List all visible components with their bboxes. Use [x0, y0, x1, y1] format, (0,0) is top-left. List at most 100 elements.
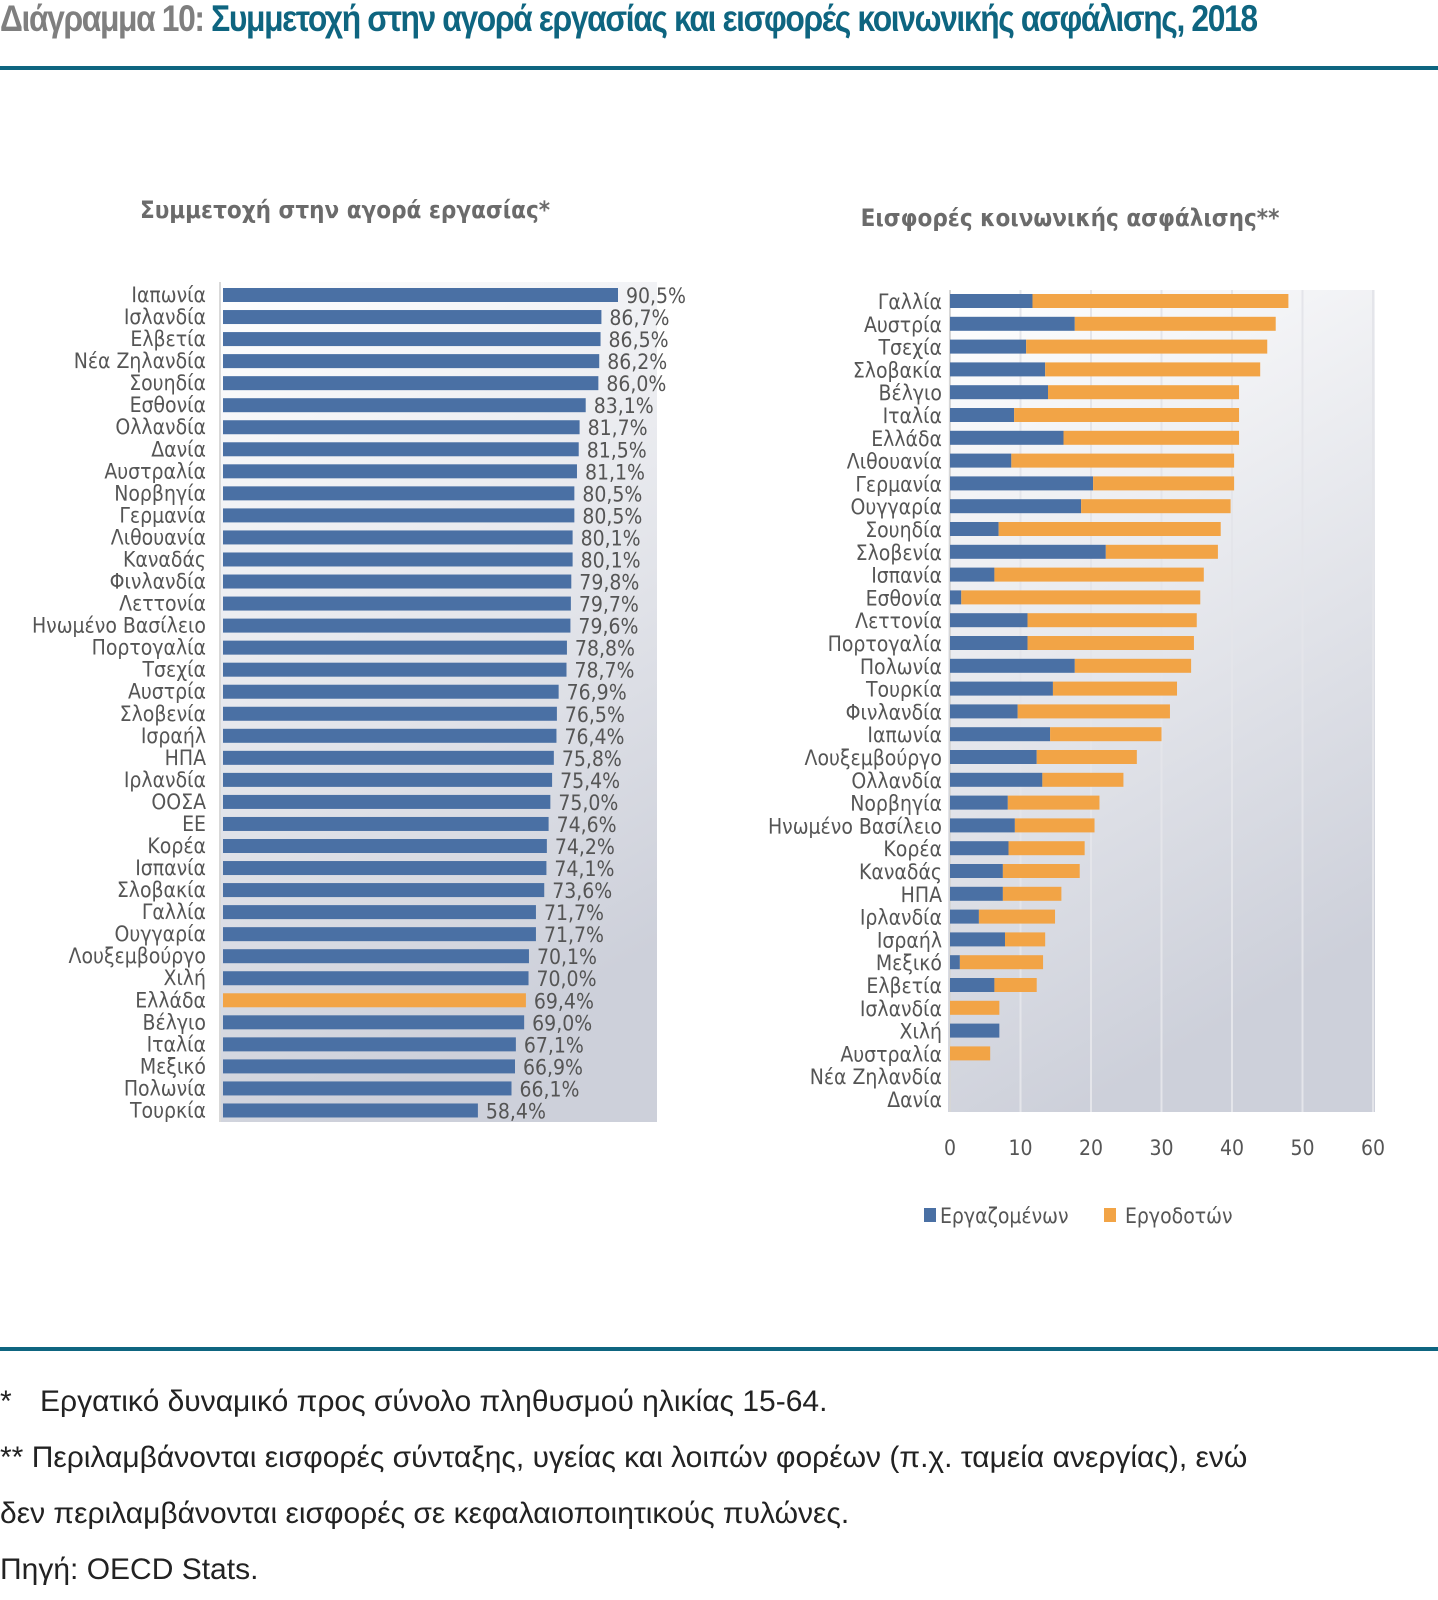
bar — [223, 574, 572, 589]
data-label: 81,1% — [585, 460, 645, 484]
x-tick-label: 10 — [1008, 1136, 1032, 1160]
category-label: Σουηδία — [865, 518, 942, 542]
bar-segment-employees — [950, 1023, 1000, 1038]
category-label: Αυστρία — [128, 680, 206, 704]
bar-segment-employees — [950, 932, 1005, 947]
category-label: Πολωνία — [124, 1076, 206, 1100]
bar-segment-employees — [950, 316, 1075, 331]
bar — [223, 949, 529, 964]
bar-segment-employers — [1045, 362, 1261, 377]
category-label: Ισπανία — [135, 856, 206, 880]
category-label: Δανία — [151, 437, 206, 461]
data-label: 80,5% — [582, 482, 642, 506]
bar-segment-employers — [950, 1000, 1000, 1015]
x-tick-label: 0 — [944, 1136, 956, 1160]
category-label: Ελβετία — [866, 974, 942, 998]
bar-segment-employers — [1074, 658, 1192, 673]
bar-segment-employees — [950, 818, 1015, 833]
bar — [223, 706, 557, 721]
category-label: Πολωνία — [860, 655, 942, 679]
footnote-1-text: Εργατικό δυναμικό προς σύνολο πληθυσμού … — [40, 1385, 828, 1418]
data-label: 86,0% — [606, 372, 666, 396]
bar-segment-employers — [1050, 727, 1162, 742]
bar-segment-employees — [950, 886, 1003, 901]
bar-segment-employees — [950, 841, 1009, 856]
data-label: 90,5% — [626, 284, 686, 308]
bar-segment-employees — [950, 636, 1028, 650]
category-label: Ισλανδία — [124, 305, 206, 329]
category-label: Νέα Ζηλανδία — [810, 1065, 942, 1089]
figure-number: Διάγραμμα 10: — [0, 0, 205, 39]
bar-segment-employees — [950, 978, 995, 992]
bar — [223, 420, 580, 435]
data-label: 69,4% — [534, 989, 594, 1013]
category-label: Ουγγαρία — [115, 922, 206, 946]
bar — [223, 927, 536, 942]
bar-segment-employers — [1105, 544, 1218, 559]
top-divider — [0, 66, 1438, 70]
category-label: Ολλανδία — [115, 415, 206, 439]
category-label: ΗΠΑ — [165, 746, 206, 770]
bar — [223, 640, 567, 655]
category-label: Μεξικό — [140, 1054, 206, 1078]
category-label: Αυστραλία — [104, 459, 206, 483]
source-note: Πηγή: OECD Stats. — [0, 1553, 259, 1586]
social-contributions-chart: 0 10 20 30 40 50 60 Εισφορές κοινωνικής ασφάλισ… — [768, 204, 1385, 1228]
category-label: Βέλγιο — [879, 381, 942, 405]
category-label: Δανία — [887, 1088, 942, 1112]
bar-segment-employees — [950, 590, 962, 605]
category-label: Αυστραλία — [840, 1042, 942, 1066]
category-label: Μεξικό — [876, 951, 942, 975]
bar — [223, 839, 547, 853]
data-label: 79,7% — [579, 593, 639, 617]
data-label: 73,6% — [552, 879, 612, 903]
bar — [223, 354, 600, 369]
category-label: Τσεχία — [878, 336, 942, 360]
bar — [223, 332, 601, 347]
bar — [223, 398, 586, 413]
chart-title: Εισφορές κοινωνικής ασφάλισης** — [861, 204, 1280, 232]
category-label: Νορβηγία — [850, 792, 942, 816]
bar-segment-employees — [950, 362, 1046, 377]
bar-segment-employers — [959, 955, 1044, 970]
bar-segment-employers — [1074, 316, 1276, 331]
bar — [223, 1103, 478, 1118]
data-label: 79,6% — [578, 615, 638, 639]
bar-highlight — [223, 993, 526, 1008]
category-label: Γαλλία — [878, 290, 942, 314]
bar-segment-employers — [998, 522, 1221, 536]
bar-segment-employees — [950, 522, 999, 536]
data-label: 80,5% — [582, 504, 642, 528]
bar — [223, 662, 567, 677]
x-tick-label: 30 — [1149, 1136, 1173, 1160]
category-label: Λιθουανία — [847, 450, 942, 474]
bar-segment-employers — [1004, 932, 1046, 947]
bottom-divider — [0, 1347, 1438, 1351]
data-label: 70,0% — [537, 967, 597, 991]
category-label: Σουηδία — [129, 371, 206, 395]
data-label: 80,1% — [581, 548, 641, 572]
category-label: Καναδάς — [123, 547, 206, 571]
bar — [223, 376, 599, 391]
data-label: 83,1% — [594, 394, 654, 418]
bar-segment-employees — [950, 408, 1015, 422]
category-label: Ισλανδία — [860, 997, 942, 1021]
labor-participation-chart: Συμμετοχή στην αγορά εργασίας* Ιαπωνία 90,… — [32, 196, 686, 1123]
bar-segment-employees — [950, 544, 1106, 559]
category-label: Εσθονία — [866, 586, 942, 610]
bar-segment-employers — [950, 1046, 991, 1061]
category-label: Χιλή — [900, 1020, 942, 1044]
bar-segment-employers — [1052, 681, 1178, 696]
bar — [223, 816, 549, 831]
bar-segment-employees — [950, 750, 1037, 764]
category-label: Ιταλία — [147, 1032, 206, 1056]
data-label: 78,8% — [575, 637, 635, 661]
data-label: 86,5% — [609, 328, 669, 352]
category-label: Ισπανία — [871, 564, 942, 588]
bar — [223, 861, 547, 876]
legend-swatch-employees — [924, 1208, 936, 1222]
bar — [223, 310, 602, 325]
bar-segment-employers — [1032, 294, 1289, 308]
bar — [223, 750, 554, 765]
category-label: Ισραήλ — [877, 928, 942, 952]
